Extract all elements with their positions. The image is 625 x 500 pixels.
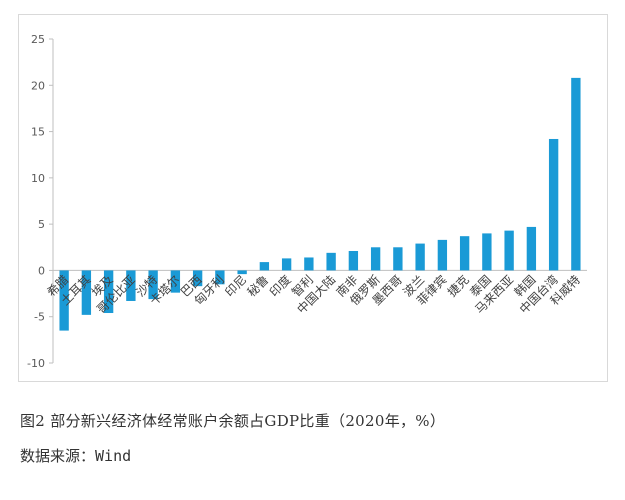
x-tick-label: 捷克 xyxy=(445,273,472,300)
y-tick-label: 20 xyxy=(31,79,45,92)
bar xyxy=(126,270,136,301)
bar xyxy=(393,247,403,271)
bar xyxy=(504,230,514,271)
y-tick-label: 15 xyxy=(31,126,45,139)
bar xyxy=(81,270,92,315)
bar xyxy=(482,233,492,271)
bar xyxy=(237,270,247,275)
bar xyxy=(571,77,581,271)
data-source: 数据来源：Wind xyxy=(20,445,131,466)
source-value: Wind xyxy=(95,447,132,465)
bar xyxy=(526,226,537,271)
bar xyxy=(415,243,425,271)
bar xyxy=(192,270,203,287)
y-tick-label: 25 xyxy=(31,33,45,46)
y-tick-label: -5 xyxy=(34,311,45,324)
bar xyxy=(170,270,181,293)
y-tick-label: 0 xyxy=(38,264,45,277)
bar xyxy=(370,247,381,271)
y-tick-label: -10 xyxy=(27,357,45,370)
bar xyxy=(215,270,225,285)
bar xyxy=(459,236,470,271)
x-tick-label: 秘鲁 xyxy=(245,273,272,300)
figure-caption: 图2 部分新兴经济体经常账户余额占GDP比重（2020年，%） xyxy=(20,412,446,430)
bar xyxy=(348,250,359,271)
bar-chart: -10-50510152025希腊土耳其埃及哥伦比亚沙特卡塔尔巴西匈牙利印尼秘鲁… xyxy=(27,33,587,370)
bar xyxy=(103,270,114,314)
bar xyxy=(148,270,158,300)
bar xyxy=(281,258,292,271)
y-tick-label: 5 xyxy=(38,218,45,231)
bar xyxy=(259,262,270,271)
bar xyxy=(326,252,336,271)
bar xyxy=(59,270,69,331)
x-tick-label: 印度 xyxy=(266,272,294,300)
chart-frame: -10 -5 0 5 10 15 20 25 希腊 土耳其 埃及 哥伦比亚 沙特 卡塔尔 巴西 匈牙利 印尼 秘鲁… xyxy=(18,14,608,382)
x-tick-label: 印尼 xyxy=(222,273,249,300)
bar xyxy=(304,257,314,271)
bar xyxy=(548,138,559,271)
source-label: 数据来源： xyxy=(20,447,96,465)
bar xyxy=(437,239,448,271)
y-tick-label: 10 xyxy=(31,172,45,185)
